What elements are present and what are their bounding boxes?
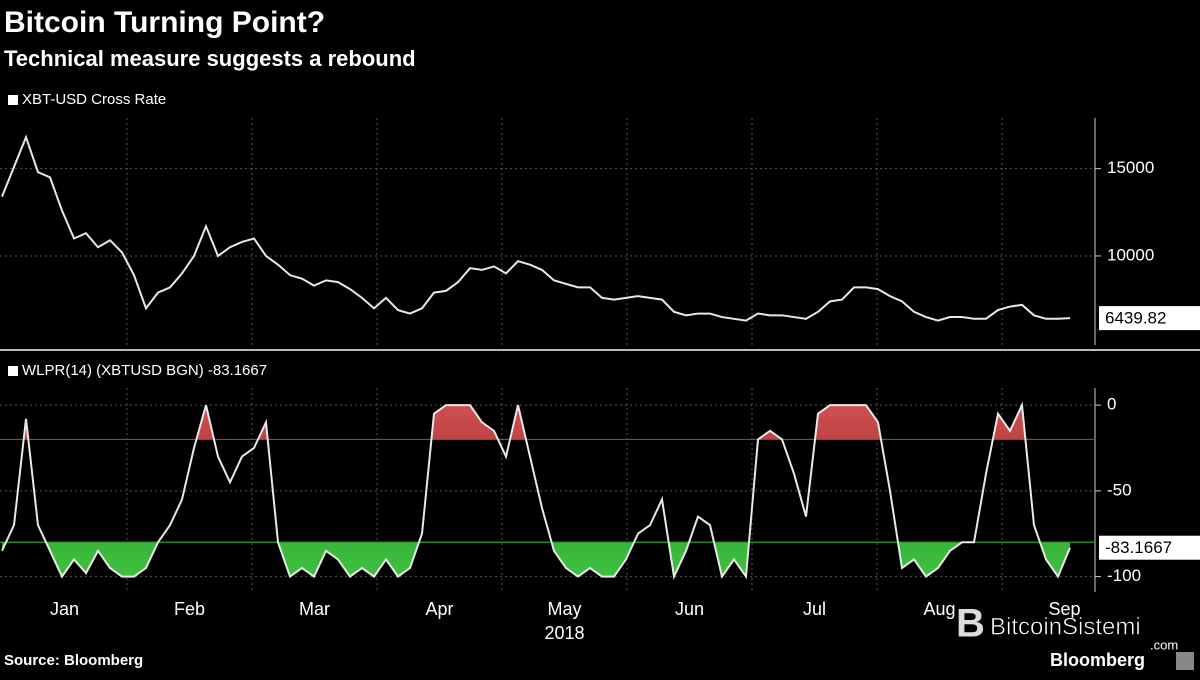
x-tick-label: Apr — [425, 599, 453, 619]
x-sublabel: 2018 — [544, 623, 584, 643]
y-tick-label: -50 — [1107, 480, 1132, 499]
legend-entry: WLPR(14) (XBTUSD BGN) -83.1667 — [22, 362, 267, 379]
x-tick-label: Jun — [675, 599, 704, 619]
legend-entry: XBT-USD Cross Rate — [22, 91, 166, 108]
logo: Bloomberg — [1050, 650, 1145, 670]
x-tick-label: Sep — [1048, 599, 1080, 619]
x-tick-label: May — [547, 599, 581, 619]
last-value-box — [1099, 306, 1200, 331]
y-tick-label: 10000 — [1107, 245, 1154, 264]
series-line — [1, 401, 1071, 580]
threshold-area — [23, 405, 1026, 440]
x-tick-label: Jan — [50, 599, 79, 619]
last-value-label: 6439.82 — [1105, 309, 1166, 328]
x-tick-label: Aug — [923, 599, 955, 619]
logo-icon — [1176, 652, 1194, 670]
y-tick-label: -100 — [1107, 566, 1141, 585]
x-tick-label: Mar — [299, 599, 330, 619]
watermark: BitcoinSistemi — [990, 613, 1141, 640]
legend-swatch — [8, 95, 18, 105]
chart-title: Bitcoin Turning Point? — [4, 6, 325, 39]
threshold-area — [2, 542, 1070, 577]
last-value-label: -83.1667 — [1105, 538, 1172, 557]
x-tick-label: Jul — [803, 599, 826, 619]
source: Source: Bloomberg — [4, 652, 143, 669]
legend-swatch — [8, 366, 18, 376]
y-tick-label: 0 — [1107, 395, 1116, 414]
watermark-icon: B — [956, 602, 985, 646]
chart-subtitle: Technical measure suggests a rebound — [4, 46, 416, 71]
x-tick-label: Feb — [174, 599, 205, 619]
y-tick-label: 15000 — [1107, 158, 1154, 177]
series-line — [1, 134, 1071, 322]
watermark-domain: .com — [1150, 637, 1178, 652]
last-value-box — [1099, 535, 1200, 560]
